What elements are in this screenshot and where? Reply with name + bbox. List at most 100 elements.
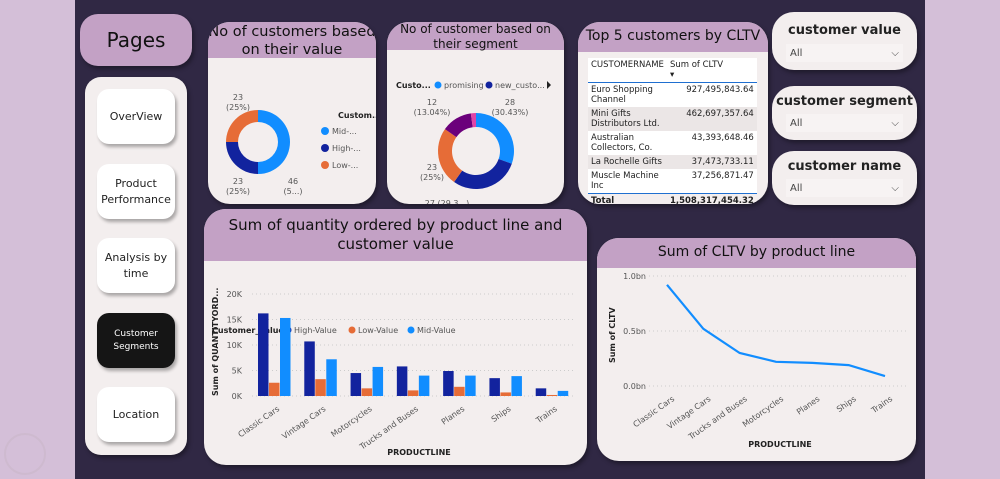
- legend-marker: [434, 81, 442, 89]
- cltv-value: 37,256,871.47: [691, 171, 754, 181]
- data-label: 23: [233, 177, 243, 186]
- legend-item: High-...: [332, 144, 361, 153]
- legend-marker: [321, 127, 329, 135]
- table-row[interactable]: Mini Gifts Distributors Ltd. 462,697,357.…: [588, 107, 757, 131]
- total-label: Total: [591, 196, 615, 204]
- legend-marker: [321, 144, 329, 152]
- bar: [418, 375, 430, 396]
- cltv-value: 37,473,733.11: [666, 155, 757, 169]
- y-axis-title: Sum of QUANTITYORD...: [211, 288, 220, 396]
- customer-segment-dropdown[interactable]: All ⌵: [786, 114, 903, 132]
- bar: [396, 366, 408, 396]
- bar: [361, 388, 373, 396]
- pages-title: Pages: [80, 14, 192, 66]
- nav-overview[interactable]: OverView: [97, 89, 175, 144]
- legend-marker: [407, 326, 415, 334]
- page-nav: OverView Product Performance Analysis by…: [85, 77, 187, 455]
- y-tick-label: 10K: [227, 341, 243, 350]
- table-row[interactable]: La Rochelle Gifts 37,473,733.11: [588, 155, 757, 169]
- bar: [454, 386, 465, 396]
- data-label: (25%): [226, 103, 250, 112]
- bar: [280, 317, 291, 396]
- segment-donut-title: No of customer based on their segment: [387, 22, 564, 51]
- data-label: (13.04%): [414, 108, 451, 117]
- column-header[interactable]: CUSTOMERNAME: [591, 60, 664, 70]
- nav-location[interactable]: Location: [97, 387, 175, 442]
- legend-title: Custo...: [396, 81, 431, 90]
- y-tick-label: 0.0bn: [623, 382, 646, 391]
- bar: [546, 394, 558, 396]
- y-tick-label: 1.0bn: [623, 272, 646, 281]
- table-row[interactable]: Euro Shopping Channel 927,495,843.64: [588, 83, 757, 108]
- y-tick-label: 0K: [232, 392, 243, 401]
- bar: [326, 359, 337, 396]
- customer-name: La Rochelle Gifts: [588, 155, 667, 169]
- bar-chart: Customer_value High-Value Low-Value Mid-Val…: [211, 288, 576, 457]
- data-label: 12: [427, 98, 437, 107]
- donut-slice: [258, 110, 290, 174]
- slicer-value: All: [790, 47, 803, 59]
- donut-slice: [470, 113, 476, 128]
- legend-title: Customer_value: [212, 326, 284, 335]
- legend-marker: [321, 161, 329, 169]
- customer-name-dropdown[interactable]: All ⌵: [786, 179, 903, 197]
- slicer-value: All: [790, 182, 803, 194]
- bar: [315, 379, 326, 396]
- top5-table: CUSTOMERNAME Sum of CLTV ▾ Euro Shopping C…: [588, 58, 757, 204]
- bar: [511, 376, 522, 396]
- legend-item: High-Value: [294, 326, 337, 335]
- value-donut-card: No of customers based on their value Cus…: [208, 22, 376, 204]
- data-label: (25%): [420, 173, 444, 182]
- segment-donut-card: No of customer based on their segment Cu…: [387, 22, 564, 204]
- bar: [407, 390, 419, 396]
- legend-item: Low-Value: [358, 326, 398, 335]
- line-chart-card: Sum of CLTV by product line 0.0bn 0.5bn 1.…: [597, 238, 916, 461]
- data-label: 23: [427, 163, 437, 172]
- x-tick-label: Planes: [440, 404, 467, 426]
- bar-chart-card: Sum of quantity ordered by product line …: [204, 209, 587, 465]
- total-value: 1,508,317,454.32: [669, 196, 754, 204]
- customer-name: Mini Gifts Distributors Ltd.: [588, 107, 667, 131]
- bar: [372, 366, 384, 396]
- value-donut-chart: Custom...Mid-...46(5...)High-...23(25%)L…: [226, 93, 376, 196]
- legend-marker: [348, 326, 356, 334]
- column-header-sorted[interactable]: Sum of CLTV ▾: [669, 60, 724, 80]
- nav-customer-segments[interactable]: Customer Segments: [97, 313, 175, 368]
- donut-slice: [226, 110, 258, 142]
- slicer-title: customer value: [788, 23, 901, 38]
- bar: [489, 378, 500, 396]
- y-tick-label: 20K: [227, 290, 243, 299]
- legend-title: Custom...: [338, 111, 376, 120]
- legend-next-arrow-icon: [547, 81, 551, 89]
- x-tick-label: Ships: [490, 404, 513, 424]
- data-label: 46: [288, 177, 298, 186]
- y-tick-label: 5K: [232, 367, 243, 376]
- nav-product-performance[interactable]: Product Performance: [97, 164, 175, 219]
- x-tick-label: Planes: [795, 394, 822, 416]
- donut-slice: [454, 159, 512, 189]
- x-tick-label: Motorcycles: [741, 394, 785, 429]
- x-tick-label: Vintage Cars: [280, 404, 327, 441]
- legend-marker: [485, 81, 493, 89]
- customer-name-slicer: customer name All ⌵: [772, 151, 917, 205]
- bar: [350, 373, 362, 396]
- watermark-logo-icon: [4, 433, 46, 475]
- table-row[interactable]: Australian Collectors, Co. 43,393,648.46: [588, 131, 757, 155]
- customer-name: Australian Collectors, Co.: [591, 133, 653, 153]
- bar: [465, 375, 476, 396]
- customer-value-dropdown[interactable]: All ⌵: [786, 44, 903, 62]
- legend-item: Low-...: [332, 161, 358, 170]
- customer-value-slicer: customer value All ⌵: [772, 12, 917, 70]
- data-label: (30.43%): [492, 108, 529, 117]
- line-chart-title: Sum of CLTV by product line: [597, 238, 916, 268]
- value-donut-title: No of customers based on their value: [208, 22, 376, 58]
- bar: [557, 390, 569, 396]
- bar: [443, 371, 454, 396]
- table-row[interactable]: Muscle Machine Inc 37,256,871.47: [588, 169, 757, 194]
- cltv-line: [666, 284, 886, 378]
- nav-analysis-by-time[interactable]: Analysis by time: [97, 238, 175, 293]
- chevron-down-icon: ⌵: [891, 47, 899, 59]
- customer-segment-slicer: customer segment All ⌵: [772, 86, 917, 140]
- donut-slice: [226, 142, 258, 174]
- customer-name: Muscle Machine Inc: [591, 171, 659, 191]
